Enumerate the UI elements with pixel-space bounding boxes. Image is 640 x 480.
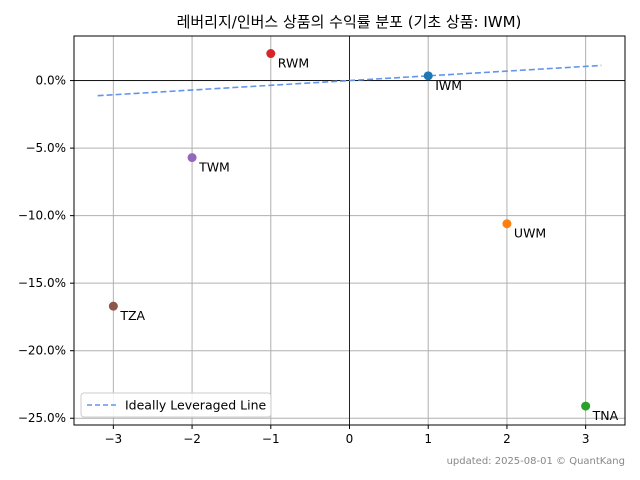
chart-title: 레버리지/인버스 상품의 수익률 분포 (기초 상품: IWM) — [177, 13, 522, 31]
legend-entry-label: Ideally Leveraged Line — [125, 398, 267, 413]
point-label-rwm: RWM — [278, 56, 309, 71]
reference-line — [97, 64, 602, 97]
data-points: IWM UWM TNA RWM TWM TZA — [108, 49, 619, 423]
point-iwm — [423, 71, 433, 81]
y-tick-label: −15.0% — [18, 276, 66, 290]
legend-box — [80, 392, 272, 418]
y-tick-label: −10.0% — [18, 209, 66, 223]
y-tick-label: −25.0% — [18, 411, 66, 425]
tick-labels: −3 −2 −1 0 1 2 3 0.0% −5.0% −10.0% −15.0% −20.0% −25… — [18, 74, 590, 446]
point-rwm — [266, 49, 276, 59]
x-tick-label: −1 — [262, 432, 280, 446]
point-twm — [187, 153, 197, 163]
point-label-twm: TWM — [198, 160, 230, 175]
legend: Ideally Leveraged Line — [80, 392, 272, 418]
y-tick-label: −5.0% — [25, 141, 66, 155]
point-tna — [581, 401, 591, 411]
point-label-iwm: IWM — [435, 78, 462, 93]
point-label-uwm: UWM — [514, 226, 546, 241]
footer-note: updated: 2025-08-01 © QuantKang — [447, 456, 625, 467]
point-label-tza: TZA — [119, 308, 145, 323]
point-label-tna: TNA — [592, 408, 619, 423]
plot-frame — [73, 35, 626, 426]
point-uwm — [502, 219, 512, 229]
x-tick-label: 3 — [582, 432, 590, 446]
x-tick-label: 2 — [503, 432, 511, 446]
x-tick-label: −2 — [183, 432, 201, 446]
x-tick-label: 0 — [346, 432, 354, 446]
x-tick-label: 1 — [424, 432, 432, 446]
x-tick-label: −3 — [105, 432, 123, 446]
y-tick-label: −20.0% — [18, 344, 66, 358]
point-tza — [108, 301, 118, 311]
y-tick-label: 0.0% — [36, 74, 67, 88]
ideally-leveraged-line — [97, 64, 602, 97]
